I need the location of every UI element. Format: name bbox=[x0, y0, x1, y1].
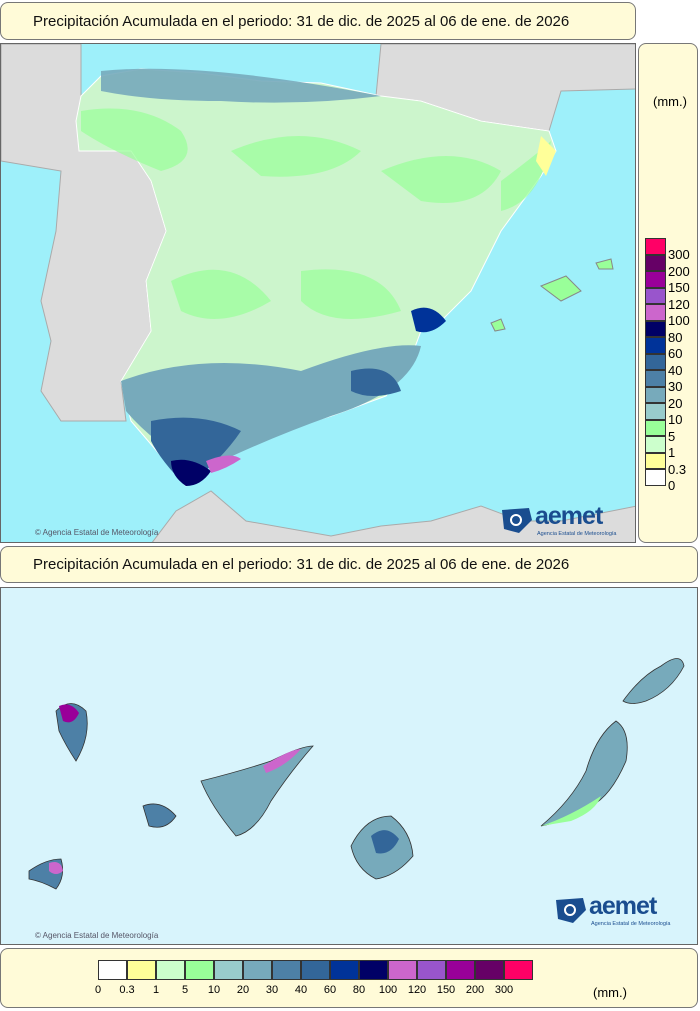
legend-label: 1 bbox=[668, 445, 676, 460]
legend-swatch bbox=[645, 419, 666, 436]
legend-label: 60 bbox=[323, 984, 337, 996]
legend-label: 200 bbox=[465, 984, 485, 996]
logo-subtitle: Agencia Estatal de Meteorología bbox=[537, 531, 617, 537]
aemet-logo-icon bbox=[502, 508, 532, 533]
legend-label: 20 bbox=[668, 395, 683, 411]
legend-swatch bbox=[301, 960, 330, 980]
legend-swatch bbox=[330, 960, 359, 980]
legend-label: 30 bbox=[668, 379, 683, 394]
legend-label: 100 bbox=[668, 313, 690, 328]
legend-label: 30 bbox=[265, 984, 279, 996]
legend-label: 80 bbox=[668, 329, 683, 345]
logo-subtitle: Agencia Estatal de Meteorología bbox=[591, 921, 671, 927]
ibiza bbox=[490, 318, 506, 332]
peninsula-title-bar: Precipitación Acumulada en el periodo: 3… bbox=[0, 2, 636, 40]
legend-swatch bbox=[185, 960, 214, 980]
blue-north bbox=[101, 68, 381, 103]
lanzarote bbox=[622, 658, 685, 704]
legend-swatch bbox=[504, 960, 533, 980]
legend-swatch bbox=[359, 960, 388, 980]
legend-label: 10 bbox=[207, 984, 221, 996]
canarias-title-bar: Precipitación Acumulada en el periodo: 3… bbox=[0, 546, 698, 583]
legend-swatch bbox=[645, 337, 666, 354]
legend-label: 5 bbox=[668, 428, 676, 444]
legend-swatch bbox=[446, 960, 475, 980]
tenerife bbox=[200, 745, 314, 837]
legend-label: 10 bbox=[668, 412, 683, 427]
legend-unit: (mm.) bbox=[593, 985, 627, 1000]
dark-blue-south bbox=[151, 368, 401, 486]
legend-swatch bbox=[214, 960, 243, 980]
legend-label: 40 bbox=[294, 984, 308, 996]
peninsula-title: Precipitación Acumulada en el periodo: 3… bbox=[33, 12, 570, 30]
pink-malaga bbox=[206, 455, 241, 473]
peninsula-map: © Agencia Estatal de Meteorología aemet A… bbox=[0, 43, 636, 543]
legend-label: 80 bbox=[352, 984, 366, 996]
legend-label: 0 bbox=[94, 984, 102, 996]
legend-label: 100 bbox=[378, 984, 398, 996]
legend-swatch bbox=[645, 271, 666, 288]
peninsula-map-svg bbox=[1, 44, 635, 542]
yellow-cataluna bbox=[536, 136, 556, 176]
legend-swatch bbox=[645, 287, 666, 304]
legend-swatch bbox=[127, 960, 156, 980]
legend-swatch bbox=[645, 452, 666, 469]
legend-label: 0.3 bbox=[119, 984, 135, 996]
dark-alicante bbox=[411, 307, 446, 333]
legend-label: 300 bbox=[494, 984, 514, 996]
aemet-logo-icon bbox=[556, 898, 586, 923]
vertical-legend: (mm.) 0 0.3 1 5 10 20 30 40 60 80 100 120 150 200 300 bbox=[638, 43, 698, 543]
legend-swatch bbox=[645, 370, 666, 387]
legend-label: 0.3 bbox=[668, 461, 687, 477]
legend-label: 120 bbox=[668, 296, 690, 312]
aemet-logo: aemet Agencia Estatal de Meteorología bbox=[499, 502, 617, 538]
legend-swatch bbox=[272, 960, 301, 980]
legend-swatch bbox=[645, 353, 666, 370]
legend-swatch bbox=[98, 960, 127, 980]
legend-unit: (mm.) bbox=[653, 94, 687, 109]
legend-swatch bbox=[645, 386, 666, 403]
horizontal-legend: (mm.) 0 0.3 1 5 10 20 30 40 60 80 100 120 150 200 300 bbox=[0, 948, 698, 1008]
legend-swatch bbox=[388, 960, 417, 980]
legend-swatch bbox=[645, 403, 666, 420]
legend-label: 0 bbox=[668, 478, 676, 493]
legend-label: 1 bbox=[152, 984, 160, 996]
legend-swatch bbox=[417, 960, 446, 980]
logo-word: aemet bbox=[589, 892, 657, 920]
legend-label: 200 bbox=[668, 263, 690, 279]
legend-label: 40 bbox=[668, 362, 683, 378]
legend-label: 150 bbox=[668, 280, 690, 295]
mallorca bbox=[539, 275, 582, 302]
peninsula-credit: © Agencia Estatal de Meteorología bbox=[35, 528, 159, 537]
logo-word: aemet bbox=[535, 502, 603, 530]
legend-swatch bbox=[645, 436, 666, 453]
legend-label: 20 bbox=[236, 984, 250, 996]
legend-label: 60 bbox=[668, 346, 683, 361]
legend-swatch bbox=[645, 238, 666, 255]
legend-label: 120 bbox=[407, 984, 427, 996]
aemet-logo-canarias: aemet Agencia Estatal de Meteorología bbox=[553, 892, 671, 928]
legend-swatch bbox=[243, 960, 272, 980]
canarias-map: © Agencia Estatal de Meteorología aemet A… bbox=[0, 587, 698, 945]
menorca bbox=[595, 258, 614, 270]
navy-gibraltar bbox=[171, 459, 211, 486]
legend-swatch bbox=[645, 320, 666, 337]
legend-label: 5 bbox=[181, 984, 189, 996]
legend-label: 150 bbox=[436, 984, 456, 996]
legend-swatch bbox=[645, 254, 666, 271]
legend-swatch bbox=[475, 960, 504, 980]
green-zones bbox=[81, 108, 551, 319]
legend-swatch bbox=[645, 469, 666, 486]
canarias-title: Precipitación Acumulada en el periodo: 3… bbox=[33, 556, 570, 573]
legend-swatch bbox=[156, 960, 185, 980]
la-gomera bbox=[142, 803, 177, 828]
canarias-credit: © Agencia Estatal de Meteorología bbox=[35, 931, 159, 940]
canarias-map-svg bbox=[28, 658, 685, 890]
legend-swatch bbox=[645, 304, 666, 321]
legend-label: 300 bbox=[668, 247, 690, 262]
